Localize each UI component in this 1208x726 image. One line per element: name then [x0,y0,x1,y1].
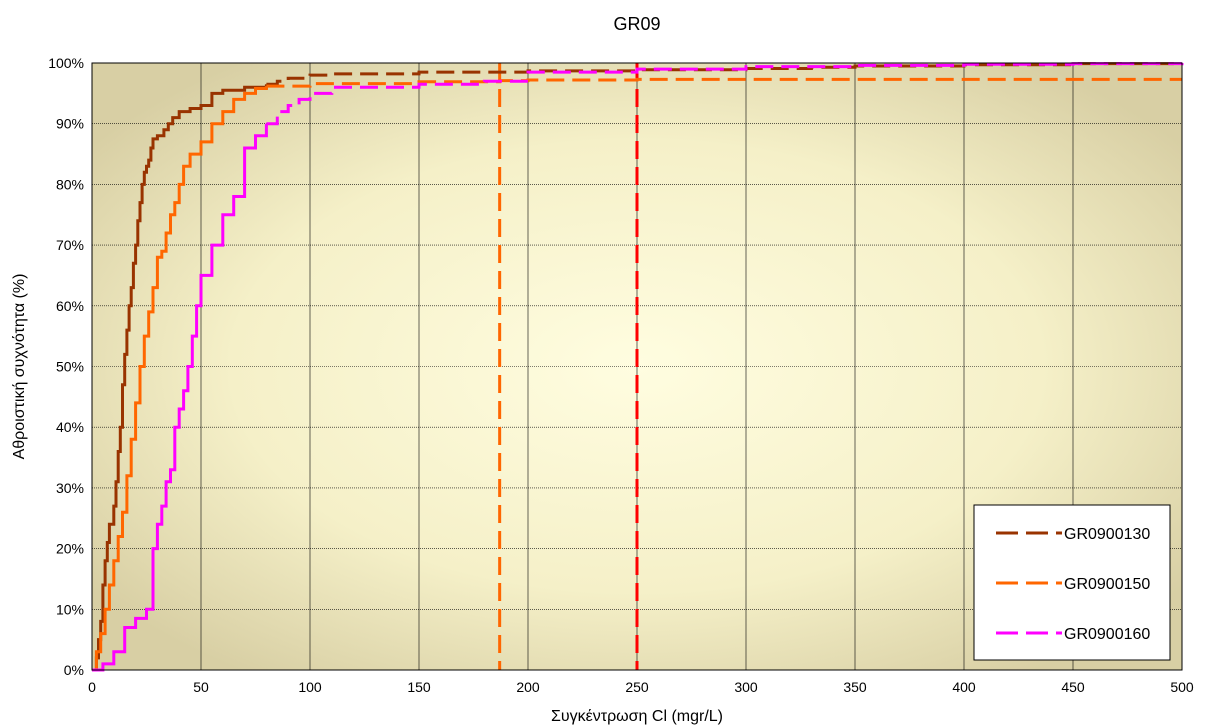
x-tick-label: 150 [407,679,431,695]
y-tick-label: 90% [56,116,84,132]
x-tick-label: 300 [734,679,758,695]
x-tick-label: 500 [1170,679,1194,695]
x-tick-label: 50 [193,679,209,695]
y-tick-label: 60% [56,298,84,314]
legend-label: GR0900160 [1064,626,1150,643]
x-tick-label: 450 [1061,679,1085,695]
y-tick-label: 50% [56,359,84,375]
y-tick-label: 100% [48,55,84,71]
y-tick-label: 20% [56,541,84,557]
y-axis-title: Αθροιστική συχνότητα (%) [11,274,28,460]
x-tick-label: 250 [625,679,649,695]
x-tick-label: 0 [88,679,96,695]
x-tick-label: 350 [843,679,867,695]
x-tick-label: 100 [298,679,322,695]
y-tick-label: 30% [56,480,84,496]
x-tick-label: 200 [516,679,540,695]
x-tick-label: 400 [952,679,976,695]
legend-label: GR0900130 [1064,526,1150,543]
legend-label: GR0900150 [1064,576,1150,593]
y-tick-label: 80% [56,176,84,192]
y-tick-label: 0% [64,662,84,678]
y-tick-label: 70% [56,237,84,253]
y-tick-label: 40% [56,419,84,435]
chart-title: GR09 [613,14,660,34]
x-axis-title: Συγκέντρωση Cl (mgr/L) [551,708,723,725]
y-tick-label: 10% [56,601,84,617]
legend: GR0900130 GR0900150 GR0900160 [974,505,1170,660]
